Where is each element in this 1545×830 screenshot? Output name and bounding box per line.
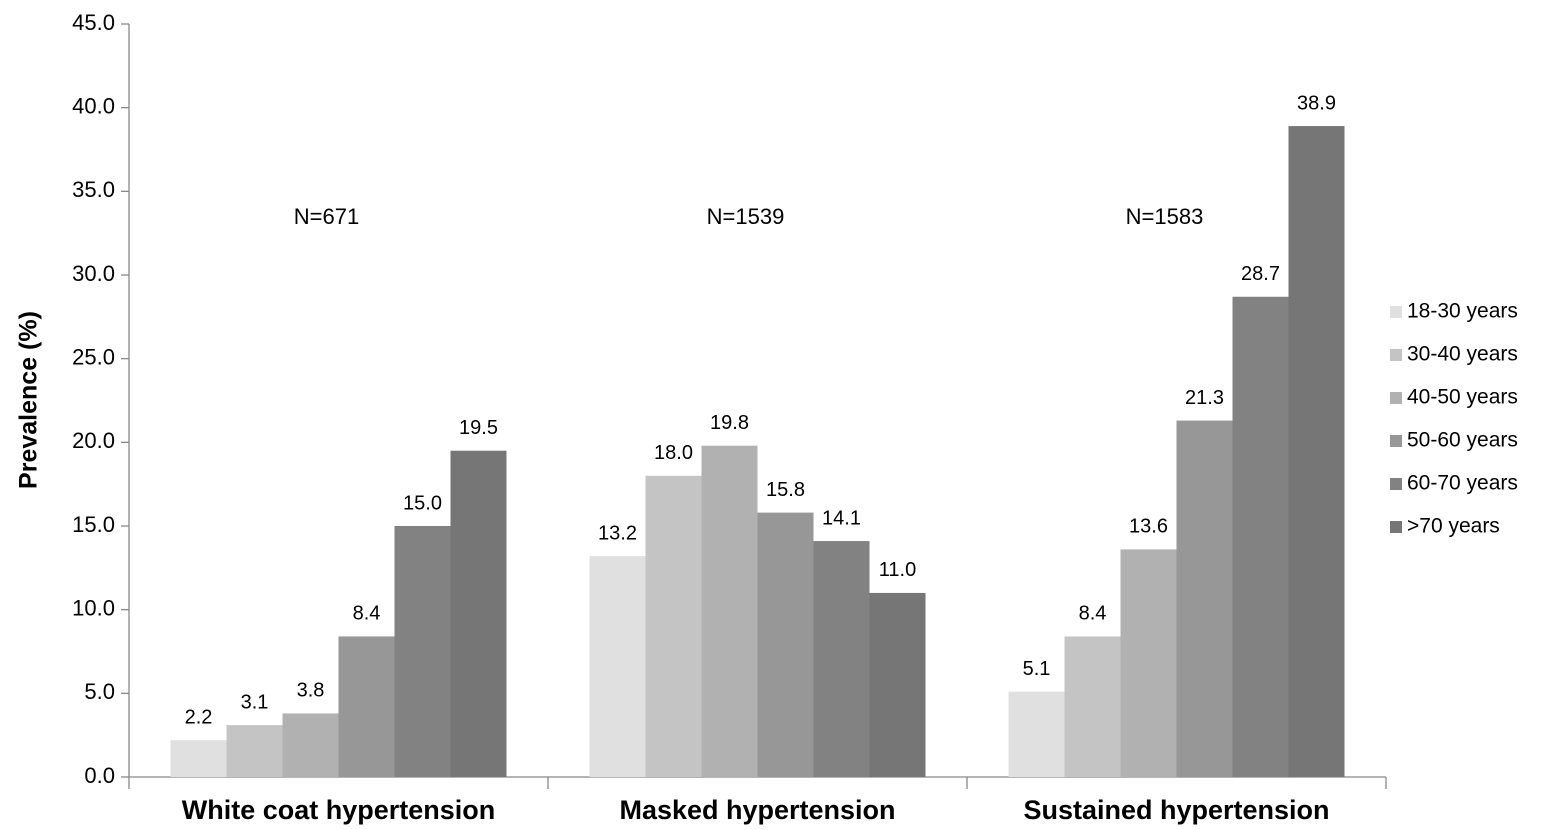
data-label: 13.2	[598, 522, 637, 544]
data-label: 14.1	[822, 507, 861, 529]
bar	[813, 541, 870, 777]
bar	[450, 450, 507, 777]
bar	[1176, 420, 1233, 777]
data-label: 18.0	[654, 442, 693, 464]
bar	[869, 592, 926, 777]
data-label: 15.0	[403, 492, 442, 514]
annotation: N=671	[294, 204, 359, 229]
y-tick-label: 20.0	[72, 428, 115, 453]
legend-label: 18-30 years	[1407, 300, 1518, 323]
legend-swatch	[1390, 306, 1402, 318]
data-label: 19.8	[710, 412, 749, 434]
legend-swatch	[1390, 349, 1402, 361]
legend-label: 60-70 years	[1407, 472, 1518, 495]
data-label: 8.4	[1079, 603, 1107, 625]
y-tick-label: 30.0	[72, 261, 115, 286]
annotation: N=1583	[1126, 204, 1204, 229]
legend-swatch	[1390, 521, 1402, 533]
data-label: 28.7	[1241, 263, 1280, 285]
data-label: 3.8	[297, 680, 325, 702]
bar	[757, 512, 814, 777]
bar	[226, 725, 283, 777]
data-label: 5.1	[1023, 658, 1051, 680]
data-label: 15.8	[766, 479, 805, 501]
annotation: N=1539	[707, 204, 785, 229]
y-tick-label: 10.0	[72, 595, 115, 620]
y-axis-label: Prevalence (%)	[15, 311, 43, 489]
bar	[1008, 691, 1065, 777]
data-label: 8.4	[353, 603, 381, 625]
y-tick-label: 0.0	[84, 763, 115, 788]
legend-swatch	[1390, 392, 1402, 404]
legend-label: 40-50 years	[1407, 386, 1518, 409]
legend-label: 30-40 years	[1407, 343, 1518, 366]
data-label: 21.3	[1185, 387, 1224, 409]
data-label: 2.2	[185, 706, 213, 728]
data-label: 3.1	[241, 691, 269, 713]
y-tick-label: 40.0	[72, 93, 115, 118]
data-label: 38.9	[1297, 92, 1336, 114]
legend-label: >70 years	[1407, 515, 1500, 538]
bar	[1288, 126, 1345, 777]
bar	[338, 636, 395, 777]
bar	[589, 556, 646, 777]
bar	[394, 526, 451, 777]
bar	[645, 475, 702, 777]
data-label: 11.0	[879, 559, 916, 581]
x-tick-label: Masked hypertension	[619, 795, 895, 825]
legend-swatch	[1390, 435, 1402, 447]
y-tick-label: 5.0	[84, 679, 115, 704]
y-tick-label: 25.0	[72, 344, 115, 369]
y-tick-label: 15.0	[72, 512, 115, 537]
y-tick-label: 45.0	[72, 10, 115, 35]
bar	[1064, 636, 1121, 777]
data-label: 19.5	[459, 417, 498, 439]
bar	[282, 713, 339, 777]
x-tick-label: White coat hypertension	[182, 795, 496, 825]
y-tick-label: 35.0	[72, 177, 115, 202]
bar	[1120, 549, 1177, 777]
bar	[170, 740, 227, 777]
x-tick-label: Sustained hypertension	[1023, 795, 1329, 825]
legend-label: 50-60 years	[1407, 429, 1518, 452]
bar	[1232, 296, 1289, 777]
legend-swatch	[1390, 478, 1402, 490]
data-label: 13.6	[1129, 516, 1168, 538]
bar	[701, 445, 758, 777]
